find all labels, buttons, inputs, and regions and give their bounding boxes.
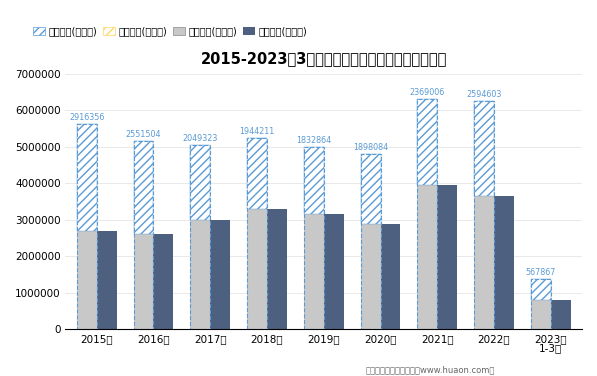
Bar [417,99,437,185]
Bar [77,124,97,329]
Bar [304,147,324,214]
Text: 2049323: 2049323 [183,134,218,143]
Bar [417,99,437,329]
Bar [531,279,551,329]
Bar [417,99,437,329]
Bar [77,124,97,231]
Legend: 贸易顺差(万美元), 贸易逆差(万美元), 出口总额(万美元), 进口总额(万美元): 贸易顺差(万美元), 贸易逆差(万美元), 出口总额(万美元), 进口总额(万美… [29,23,312,40]
Text: 2916356: 2916356 [69,113,104,122]
Bar [531,279,551,329]
Title: 2015-2023年3月浙江省外商投资企业进出口差额图: 2015-2023年3月浙江省外商投资企业进出口差额图 [201,51,447,66]
Bar [134,141,153,329]
Bar [247,138,267,329]
Text: 1898084: 1898084 [353,143,388,152]
Bar [474,102,494,329]
Bar [247,138,267,329]
Text: 2369006: 2369006 [410,88,445,97]
Bar [474,102,494,196]
Bar [324,214,344,329]
Bar [190,145,210,329]
Bar [531,279,551,300]
Bar [247,138,267,209]
Bar [97,231,116,329]
Text: 制图：华经产业研究院（www.huaon.com）: 制图：华经产业研究院（www.huaon.com） [365,365,494,374]
Bar [474,102,494,329]
Bar [304,147,324,329]
Bar [134,141,153,235]
Bar [551,300,571,329]
Bar [380,224,401,329]
Bar [134,141,153,329]
Bar [437,185,457,329]
Text: 1944211: 1944211 [239,127,275,136]
Bar [304,147,324,329]
Text: 2551504: 2551504 [126,130,161,139]
Bar [210,220,230,329]
Bar [267,209,287,329]
Text: 1832864: 1832864 [296,136,331,145]
Bar [153,235,173,329]
Bar [361,154,380,224]
Text: 2594603: 2594603 [466,90,501,99]
Bar [361,154,380,329]
Text: 567867: 567867 [526,268,556,277]
Bar [190,145,210,329]
Bar [77,124,97,329]
Bar [190,145,210,220]
Bar [494,196,514,329]
Bar [361,154,380,329]
